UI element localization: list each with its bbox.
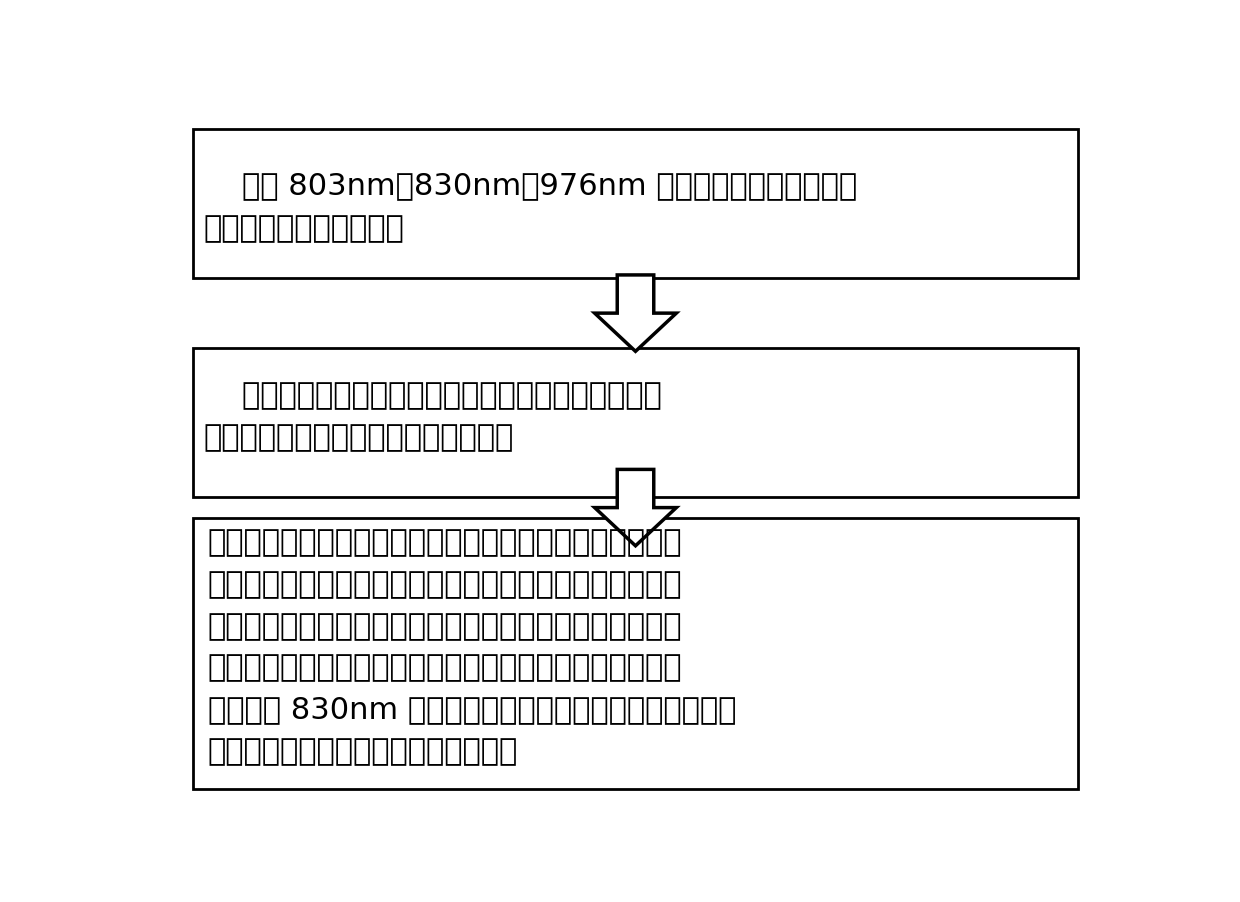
Bar [193,129,1078,279]
Text: 将三个波长的激光器的激光通过三合一的合束器合并
为一束，并对合并后的激光进行预处理: 将三个波长的激光器的激光通过三合一的合束器合并 为一束，并对合并后的激光进行预处… [203,381,662,453]
Polygon shape [595,275,676,352]
Text: 将预处理后后的光由光纤直接连接到光谱模块的狭缝处，三
束光经过光谱模块的分光后，在探测器上形成三个峰，检测
光谱模块时，观察光谱图中三个峰的横坐标，以峰的横坐标: 将预处理后后的光由光纤直接连接到光谱模块的狭缝处，三 束光经过光谱模块的分光后，… [208,529,737,766]
Polygon shape [595,469,676,546]
Bar [193,348,1078,497]
Text: 选用 803nm、830nm、976nm 三个波长的激光器来对光
谱模块即单色仪进行标定: 选用 803nm、830nm、976nm 三个波长的激光器来对光 谱模块即单色仪… [203,170,857,243]
Bar [193,518,1078,789]
